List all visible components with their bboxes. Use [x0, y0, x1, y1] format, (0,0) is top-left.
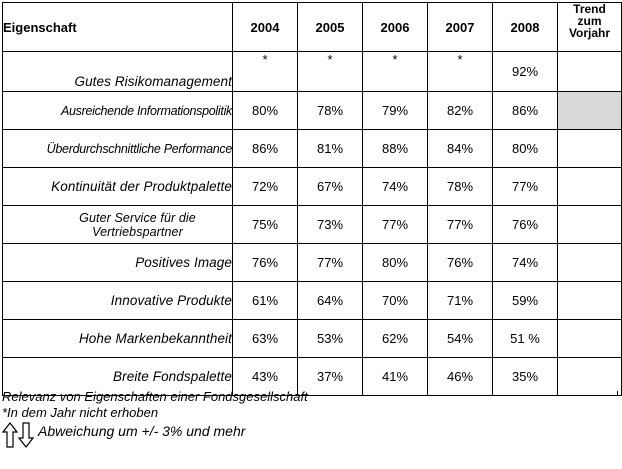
table-cell: 71%: [427, 281, 493, 320]
trend-cell: [557, 243, 622, 282]
table-cell: *: [362, 51, 428, 92]
header-trend-line-3: Vorjahr: [568, 26, 611, 40]
table-cell: 80%: [492, 129, 558, 168]
table-row: Überdurchschnittliche Performance 86% 81…: [2, 129, 622, 168]
table-cell: 59%: [492, 281, 558, 320]
trend-cell: [557, 129, 622, 168]
table-row: Gutes Risikomanagement * * * * 92%: [2, 51, 622, 92]
header-year-2005: 2005: [297, 2, 363, 52]
table-caption: Relevanz von Eigenschaften einer Fondsge…: [2, 389, 308, 404]
header-trend-line-2: zum: [577, 14, 602, 28]
table-cell: 35%: [492, 357, 558, 396]
table-cell: *: [232, 51, 298, 92]
trend-cell: [557, 167, 622, 206]
row-label: Innovative Produkte: [2, 281, 233, 320]
row-label: Hohe Markenbekanntheit: [2, 319, 233, 358]
table-cell: 51 %: [492, 319, 558, 358]
table-cell: 80%: [362, 243, 428, 282]
properties-table: Eigenschaft 2004 2005 2006 2007 2008 Tre…: [2, 2, 622, 396]
table-cell: 76%: [232, 243, 298, 282]
table-row: Kontinuität der Produktpalette 72% 67% 7…: [2, 167, 622, 206]
table-cell: 76%: [492, 205, 558, 244]
trend-cell: [557, 319, 622, 358]
arrow-up-outline-icon: [2, 422, 18, 448]
table-cell: 74%: [362, 167, 428, 206]
table-cell: 78%: [297, 91, 363, 130]
corner-mark: [617, 391, 622, 396]
trend-cell: [557, 205, 622, 244]
table-cell: 67%: [297, 167, 363, 206]
header-property: Eigenschaft: [2, 2, 233, 52]
table-cell: 63%: [232, 319, 298, 358]
table-cell: 77%: [362, 205, 428, 244]
table-row: Positives Image 76% 77% 80% 76% 74%: [2, 243, 622, 282]
header-year-2008: 2008: [492, 2, 558, 52]
table-cell: *: [297, 51, 363, 92]
header-year-2006: 2006: [362, 2, 428, 52]
arrow-down-outline-icon: [18, 422, 34, 448]
table-cell: 86%: [232, 129, 298, 168]
table-cell: 53%: [297, 319, 363, 358]
trend-cell: [557, 281, 622, 320]
legend-text: Abweichung um +/- 3% und mehr: [38, 423, 246, 439]
table-cell: 77%: [492, 167, 558, 206]
row-label: Ausreichende Informationspolitik: [2, 91, 233, 130]
header-row: Eigenschaft 2004 2005 2006 2007 2008 Tre…: [2, 2, 622, 52]
table-cell: 41%: [362, 357, 428, 396]
table-cell: 81%: [297, 129, 363, 168]
table-row: Guter Service für die Vertriebspartner 7…: [2, 205, 622, 244]
table-cell: 46%: [427, 357, 493, 396]
header-trend: Trend zum Vorjahr: [557, 2, 622, 52]
header-year-2004: 2004: [232, 2, 298, 52]
header-year-2007: 2007: [427, 2, 493, 52]
table-cell: 73%: [297, 205, 363, 244]
table-cell: 79%: [362, 91, 428, 130]
table-cell: 80%: [232, 91, 298, 130]
trend-cell: [557, 357, 622, 396]
table-cell: 76%: [427, 243, 493, 282]
row-label: Positives Image: [2, 243, 233, 282]
row-label: Guter Service für die Vertriebspartner: [2, 205, 233, 244]
row-label: Überdurchschnittliche Performance: [2, 129, 233, 168]
table-row: Ausreichende Informationspolitik 80% 78%…: [2, 91, 622, 130]
table-cell: 61%: [232, 281, 298, 320]
table-cell: 72%: [232, 167, 298, 206]
row-label: Gutes Risikomanagement: [2, 51, 233, 92]
table-row: Hohe Markenbekanntheit 63% 53% 62% 54% 5…: [2, 319, 622, 358]
table-cell: 88%: [362, 129, 428, 168]
asterisk-note: *In dem Jahr nicht erhoben: [2, 405, 159, 420]
table-cell: 43%: [232, 357, 298, 396]
table-cell: 84%: [427, 129, 493, 168]
table-cell: 62%: [362, 319, 428, 358]
table-cell: 77%: [427, 205, 493, 244]
table-cell: 64%: [297, 281, 363, 320]
table-cell: 92%: [492, 51, 558, 92]
table-cell: 86%: [492, 91, 558, 130]
table-cell: 77%: [297, 243, 363, 282]
table-cell: 78%: [427, 167, 493, 206]
table-cell: 37%: [297, 357, 363, 396]
table-cell: 54%: [427, 319, 493, 358]
table-cell: *: [427, 51, 493, 92]
table-cell: 74%: [492, 243, 558, 282]
legend: Abweichung um +/- 3% und mehr: [2, 422, 245, 448]
table-row: Innovative Produkte 61% 64% 70% 71% 59%: [2, 281, 622, 320]
trend-cell: [557, 51, 622, 92]
table-cell: 82%: [427, 91, 493, 130]
row-label-line-2: Vertriebspartner: [92, 224, 183, 239]
table-row: Breite Fondspalette 43% 37% 41% 46% 35%: [2, 357, 622, 396]
header-trend-line-1: Trend: [573, 2, 606, 16]
table-cell: 70%: [362, 281, 428, 320]
table-cell: 75%: [232, 205, 298, 244]
row-label: Breite Fondspalette: [2, 357, 233, 396]
trend-cell-shaded: [557, 91, 622, 130]
row-label-line-1: Guter Service für die: [79, 210, 196, 225]
row-label: Kontinuität der Produktpalette: [2, 167, 233, 206]
